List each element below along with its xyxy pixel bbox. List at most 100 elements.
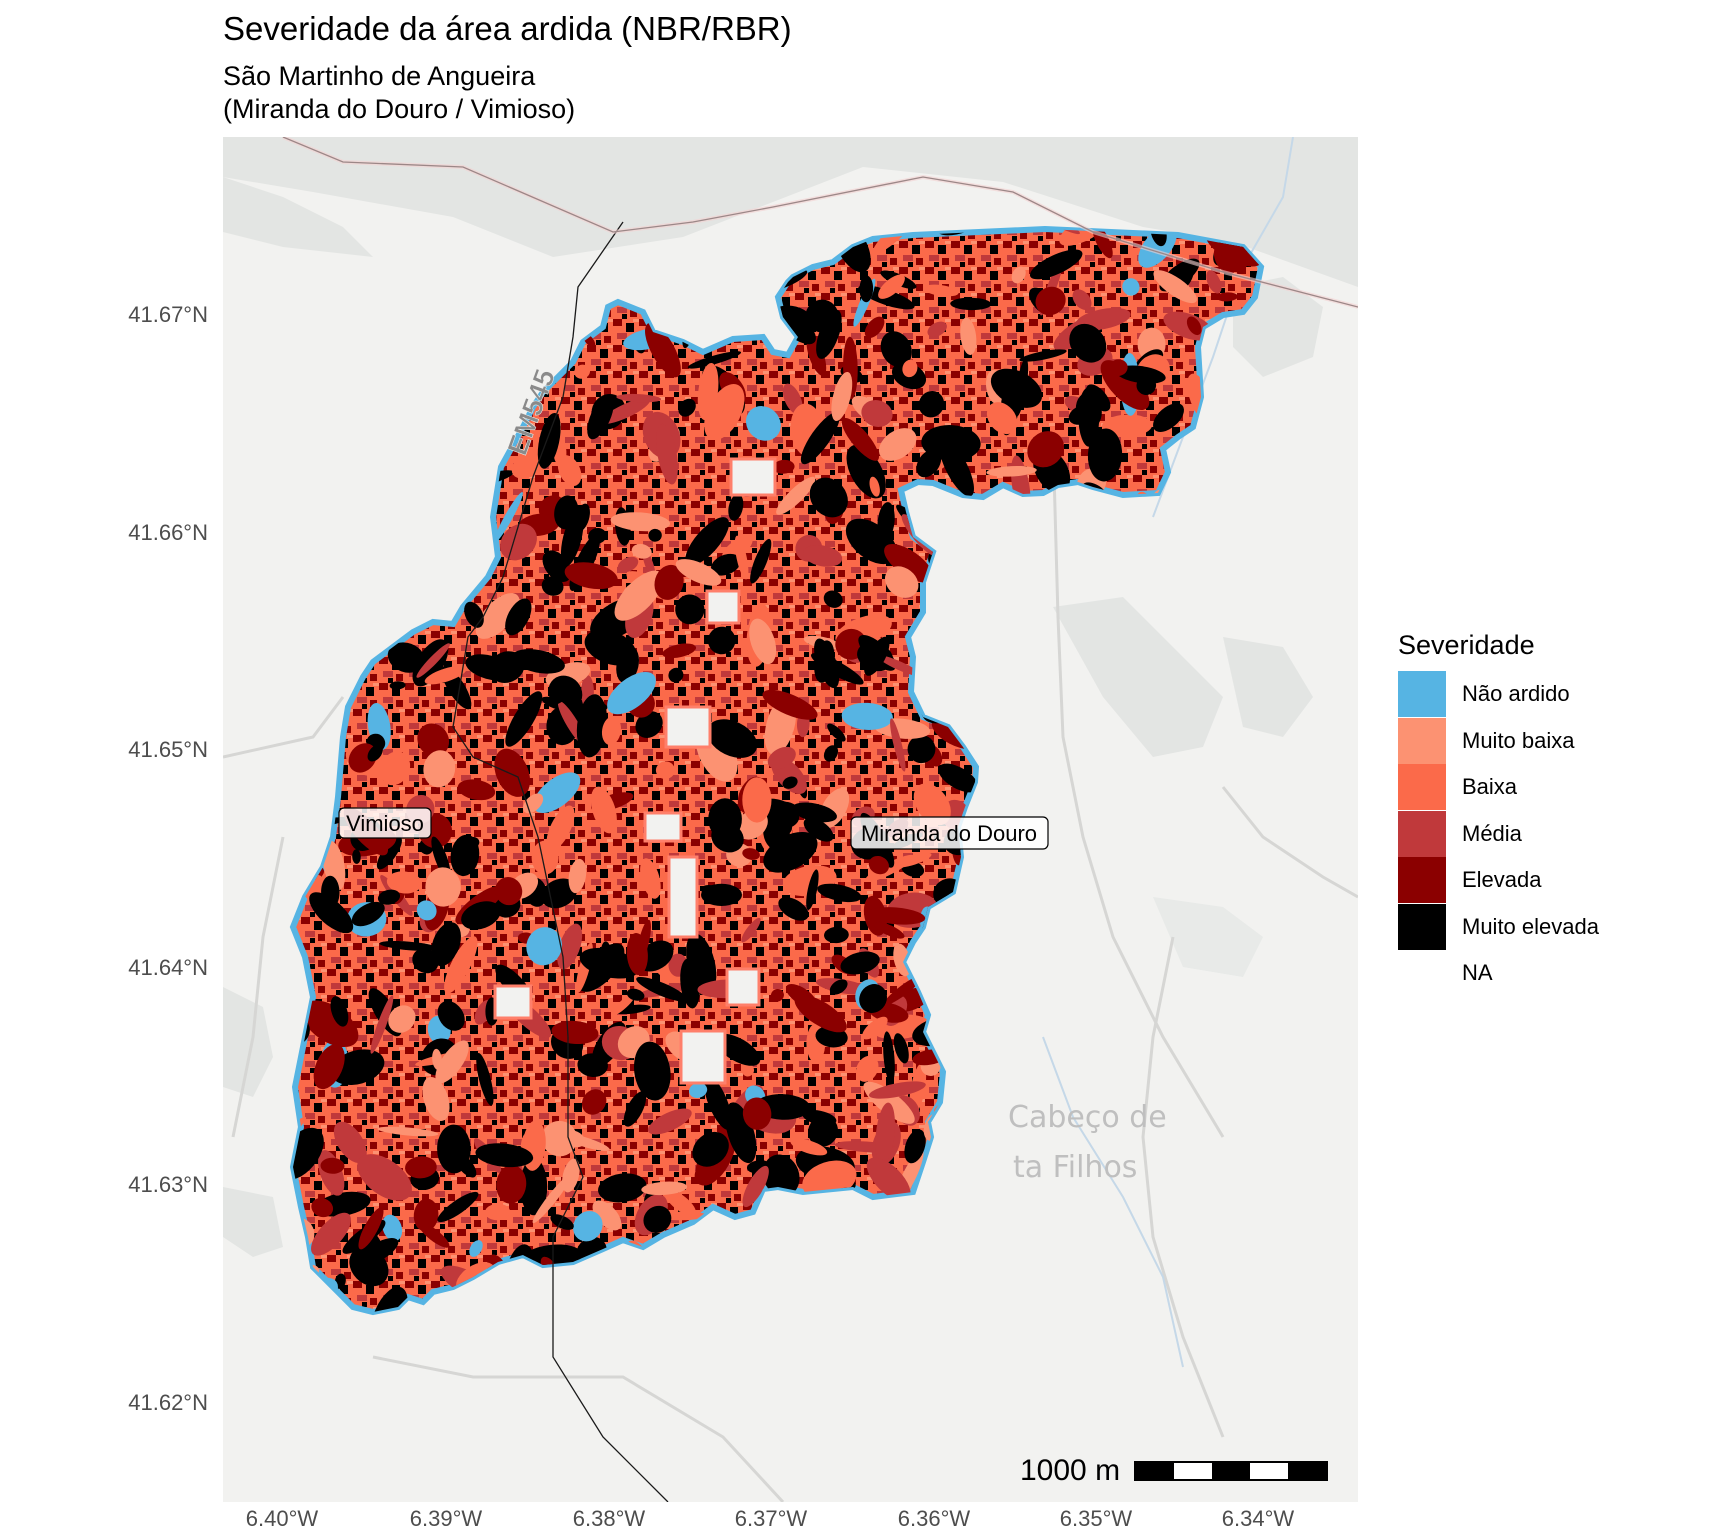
scale-bar: 1000 m [1020,1454,1329,1488]
severity-patch [868,855,890,875]
y-tick-label: 41.65°N [128,737,208,762]
severity-patch [890,718,906,772]
severity-patch [742,848,760,860]
severity-patch [742,1097,772,1130]
legend-label: Baixa [1462,774,1518,800]
severity-patch [505,691,543,747]
severity-patch [476,1052,494,1106]
severity-patch [640,858,661,899]
severity-patch [703,1075,732,1130]
x-tick-label: 6.34°W [1221,1506,1295,1531]
severity-patch [1153,403,1184,432]
severity-patch [424,665,467,685]
legend-label: Média [1462,820,1522,846]
severity-patch [551,1020,599,1045]
severity-patch [416,643,450,678]
severity-patch [829,979,848,995]
severity-patch [923,284,959,297]
x-tick-label: 6.39°W [409,1506,483,1531]
severity-patch [806,869,819,910]
severity-patch [1186,316,1202,336]
severity-patch [416,900,437,921]
severity-patch [590,786,617,834]
severity-patch [500,523,537,561]
severity-patch [1014,358,1029,417]
severity-patch [859,275,874,303]
severity-patch [866,907,926,925]
severity-patch [710,553,741,576]
severity-patch [741,917,761,943]
severity-patch [320,1157,345,1174]
map-panel[interactable]: EM545 Cabeço de ta Filhos Vimioso Mirand… [223,137,1358,1502]
legend-title: Severidade [1398,630,1535,660]
legend-item: Baixa [1398,764,1599,811]
severity-patch [907,735,936,764]
severity-patch [537,412,561,469]
severity-patch [809,477,848,518]
severity-patch [601,716,622,746]
severity-patch [311,1198,334,1218]
severity-patch [641,1181,688,1196]
severity-patch [626,988,645,1001]
severity-patch [692,1131,729,1167]
severity-patch [437,1191,479,1223]
severity-patch [600,941,613,978]
severity-patch [526,927,563,966]
unburned-hole [725,967,761,1007]
severity-patch [741,1063,755,1077]
severity-patch [607,671,656,715]
severity-patch [357,1154,412,1201]
severity-patch [548,687,569,705]
severity-patch [563,1130,586,1148]
severity-patch [864,316,885,339]
severity-patch [550,1214,574,1230]
severity-patch [749,618,777,665]
severity-patch [859,984,887,1013]
severity-patch [574,364,591,379]
severity-patch [817,883,862,903]
severity-patch [293,1127,324,1180]
severity-patch [883,975,923,1006]
severity-patch [370,995,394,1054]
legend-swatch [1398,903,1446,950]
legend-label: Elevada [1462,867,1542,893]
severity-patch [614,570,664,621]
severity-patch [1108,359,1128,377]
legend-swatch [1398,671,1446,718]
severity-patch [1069,323,1107,363]
legend-label: Muito baixa [1462,727,1575,753]
severity-patch [541,878,578,909]
severity-patch [707,719,758,758]
severity-patch [883,1031,895,1084]
severity-patch [520,1158,548,1216]
severity-patch [461,901,501,930]
legend-item: Muito baixa [1398,717,1599,765]
region-boundary-shadow [282,137,1358,309]
severity-patch [986,402,1018,435]
severity-patch [800,412,840,465]
severity-patch [1206,270,1222,294]
unburned-hole [679,1029,727,1085]
severity-patch [631,543,652,559]
severity-patch [675,559,722,586]
severity-patch [422,1076,450,1122]
severity-patch [511,649,565,674]
severity-patch [462,836,480,850]
severity-patch [1087,428,1123,482]
severity-patch [904,1129,926,1164]
severity-patch [485,1203,511,1221]
severity-patch [827,723,846,742]
severity-patch [352,849,361,864]
severity-patch [554,495,579,530]
severity-patch [880,331,912,367]
severity-patch [1122,278,1140,296]
severity-patch [425,867,461,907]
severity-patch [379,940,440,952]
severity-patch [617,556,639,573]
severity-patch [636,976,688,1002]
severity-patch [382,1214,403,1242]
severity-patch [598,1173,647,1203]
y-tick-label: 41.62°N [128,1390,208,1415]
severity-patch [437,1000,465,1031]
severity-patch [655,761,675,780]
